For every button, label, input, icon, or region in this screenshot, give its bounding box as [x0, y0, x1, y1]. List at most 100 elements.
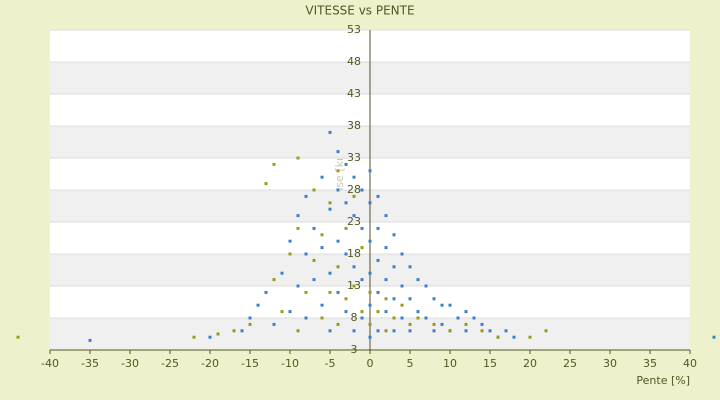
point: [312, 278, 316, 282]
point: [328, 329, 332, 333]
point: [352, 265, 356, 269]
point: [376, 226, 380, 230]
point: [360, 226, 364, 230]
point: [376, 194, 380, 198]
y-tick-label: 18: [347, 247, 361, 260]
x-tick-label: 30: [603, 357, 617, 370]
point: [400, 316, 404, 320]
point: [304, 194, 308, 198]
point: [344, 162, 348, 166]
point: [216, 332, 220, 336]
point: [256, 303, 260, 307]
point: [376, 329, 380, 333]
point: [320, 246, 324, 250]
point: [336, 150, 340, 154]
x-tick-label: 0: [367, 357, 374, 370]
x-tick-label: -10: [281, 357, 299, 370]
x-axis-label: Pente [%]: [636, 374, 690, 387]
x-tick-label: 5: [407, 357, 414, 370]
point: [384, 214, 388, 218]
point: [352, 194, 356, 198]
point: [368, 201, 372, 205]
point: [392, 316, 396, 320]
point: [512, 335, 516, 339]
point: [328, 271, 332, 275]
point: [344, 310, 348, 314]
point: [368, 290, 372, 294]
point: [304, 290, 308, 294]
point: [88, 338, 92, 342]
point: [336, 290, 340, 294]
point: [248, 316, 252, 320]
chart-title: VITESSE vs PENTE: [305, 4, 414, 18]
point: [496, 335, 500, 339]
point: [712, 335, 716, 339]
y-tick-label: 38: [347, 119, 361, 132]
point: [296, 329, 300, 333]
point: [320, 303, 324, 307]
x-tick-label: -40: [41, 357, 59, 370]
point: [280, 271, 284, 275]
point: [336, 239, 340, 243]
x-tick-label: -25: [161, 357, 179, 370]
x-tick-label: 20: [523, 357, 537, 370]
point: [328, 201, 332, 205]
point: [432, 322, 436, 326]
point: [368, 239, 372, 243]
point: [288, 252, 292, 256]
point: [400, 284, 404, 288]
point: [480, 329, 484, 333]
point: [272, 322, 276, 326]
x-tick-label: 25: [563, 357, 577, 370]
point: [376, 310, 380, 314]
point: [488, 329, 492, 333]
y-tick-label: 33: [347, 151, 361, 164]
point: [264, 290, 268, 294]
point: [384, 310, 388, 314]
point: [400, 252, 404, 256]
point: [320, 175, 324, 179]
point: [336, 265, 340, 269]
point: [392, 265, 396, 269]
y-tick-label: 8: [351, 311, 358, 324]
point: [408, 297, 412, 301]
point: [288, 310, 292, 314]
point: [208, 335, 212, 339]
point: [336, 188, 340, 192]
y-tick-label: 13: [347, 279, 361, 292]
y-tick-label: 53: [347, 23, 361, 36]
point: [304, 316, 308, 320]
point: [328, 207, 332, 211]
point: [360, 278, 364, 282]
point: [352, 329, 356, 333]
point: [432, 297, 436, 301]
point: [344, 226, 348, 230]
y-tick-label: 23: [347, 215, 361, 228]
point: [240, 329, 244, 333]
point: [440, 303, 444, 307]
point: [368, 335, 372, 339]
point: [416, 310, 420, 314]
point: [384, 297, 388, 301]
point: [448, 303, 452, 307]
x-tick-label: 35: [643, 357, 657, 370]
point: [264, 182, 268, 186]
point: [368, 169, 372, 173]
point: [360, 316, 364, 320]
point: [416, 316, 420, 320]
point: [368, 303, 372, 307]
x-tick-label: -5: [325, 357, 336, 370]
x-tick-label: -20: [201, 357, 219, 370]
point: [528, 335, 532, 339]
point: [376, 290, 380, 294]
point: [504, 329, 508, 333]
point: [432, 329, 436, 333]
point: [376, 258, 380, 262]
point: [288, 239, 292, 243]
point: [296, 214, 300, 218]
point: [328, 130, 332, 134]
y-tick-label: 28: [347, 183, 361, 196]
x-tick-label: -30: [121, 357, 139, 370]
